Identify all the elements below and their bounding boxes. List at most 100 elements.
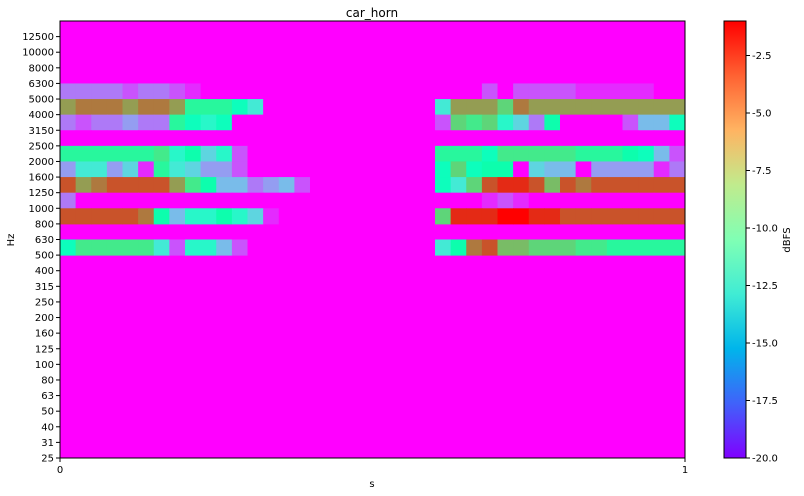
heatmap-cell — [216, 161, 233, 178]
heatmap-cell — [341, 114, 358, 131]
heatmap-cell — [294, 83, 311, 100]
heatmap-cell — [122, 130, 139, 147]
heatmap-cell — [122, 99, 139, 116]
heatmap-cell — [310, 208, 327, 225]
heatmap-cell — [356, 177, 374, 194]
heatmap-cell — [356, 130, 374, 147]
heatmap-cell — [75, 83, 92, 100]
heatmap-cell — [481, 145, 499, 162]
colorbar-label: dBFS — [782, 227, 793, 252]
heatmap-cell — [231, 177, 249, 194]
heatmap-cell — [622, 130, 639, 147]
heatmap-cell — [419, 99, 436, 116]
heatmap-cell — [153, 161, 170, 178]
heatmap-cell — [278, 99, 295, 116]
heatmap-cell — [606, 161, 624, 178]
heatmap-cell — [528, 145, 545, 162]
y-tick-label: 31 — [41, 438, 54, 449]
heatmap-cell — [91, 177, 108, 194]
y-tick-label: 63 — [41, 391, 54, 402]
heatmap-cell — [653, 192, 670, 209]
y-tick-label: 25 — [41, 454, 54, 465]
heatmap-cell — [388, 208, 405, 225]
heatmap-cell — [591, 99, 608, 116]
heatmap-cell — [669, 192, 686, 209]
heatmap-cell — [622, 99, 639, 116]
heatmap-cell — [481, 114, 499, 131]
heatmap-cell — [372, 177, 389, 194]
heatmap-cell — [513, 192, 530, 209]
heatmap-cell — [341, 130, 358, 147]
heatmap-cell — [216, 83, 233, 100]
heatmap-cell — [403, 208, 420, 225]
heatmap-cell — [669, 130, 686, 147]
heatmap-cell — [200, 99, 217, 116]
heatmap-cell — [75, 145, 92, 162]
heatmap-cell — [435, 192, 452, 209]
heatmap-cell — [310, 83, 327, 100]
heatmap-cell — [481, 83, 499, 100]
heatmap-cell — [122, 208, 139, 225]
colorbar-tick-label: -2.5 — [752, 51, 772, 62]
heatmap-cell — [200, 192, 217, 209]
heatmap-cell — [247, 130, 264, 147]
heatmap-cell — [310, 130, 327, 147]
heatmap-cell — [544, 208, 561, 225]
heatmap-cell — [528, 208, 545, 225]
heatmap-cell — [481, 239, 499, 256]
heatmap-cell — [638, 192, 655, 209]
heatmap-cell — [60, 208, 77, 225]
heatmap-cell — [606, 130, 624, 147]
heatmap-cell — [403, 239, 420, 256]
heatmap-cell — [310, 177, 327, 194]
heatmap-cell — [575, 239, 592, 256]
heatmap-cell — [544, 99, 561, 116]
heatmap-cell — [91, 83, 108, 100]
heatmap-cell — [388, 99, 405, 116]
heatmap-cell — [247, 239, 264, 256]
heatmap-cell — [497, 145, 514, 162]
heatmap-cell — [560, 99, 577, 116]
heatmap-cell — [122, 114, 139, 131]
heatmap-cell — [435, 239, 452, 256]
heatmap-cell — [403, 83, 420, 100]
heatmap-cell — [435, 83, 452, 100]
heatmap-cell — [216, 145, 233, 162]
heatmap-cell — [591, 208, 608, 225]
heatmap-cell — [669, 208, 686, 225]
heatmap-cell — [528, 99, 545, 116]
heatmap-cell — [138, 145, 155, 162]
heatmap-cell — [247, 192, 264, 209]
heatmap-cell — [575, 99, 592, 116]
heatmap-cell — [388, 192, 405, 209]
heatmap-cell — [341, 161, 358, 178]
heatmap-cell — [247, 83, 264, 100]
heatmap-cell — [341, 192, 358, 209]
heatmap-cell — [497, 177, 514, 194]
heatmap-cell — [653, 99, 670, 116]
heatmap-cell — [450, 192, 467, 209]
heatmap-cell — [153, 114, 170, 131]
heatmap-cell — [169, 83, 186, 100]
heatmap-cell — [513, 83, 530, 100]
heatmap-cell — [388, 130, 405, 147]
heatmap-cell — [450, 177, 467, 194]
heatmap-cell — [310, 114, 327, 131]
heatmap-cell — [231, 239, 249, 256]
heatmap-cell — [669, 161, 686, 178]
heatmap-cell — [60, 145, 77, 162]
heatmap-cell — [528, 83, 545, 100]
heatmap-cell — [278, 130, 295, 147]
heatmap-cell — [278, 192, 295, 209]
heatmap-cell — [341, 99, 358, 116]
heatmap-cell — [513, 239, 530, 256]
heatmap-cell — [513, 114, 530, 131]
heatmap-cell — [185, 239, 202, 256]
heatmap-cell — [263, 99, 280, 116]
heatmap-cell — [294, 161, 311, 178]
heatmap-cell — [294, 145, 311, 162]
heatmap-cell — [575, 192, 592, 209]
heatmap-cell — [138, 99, 155, 116]
heatmap-cell — [575, 130, 592, 147]
